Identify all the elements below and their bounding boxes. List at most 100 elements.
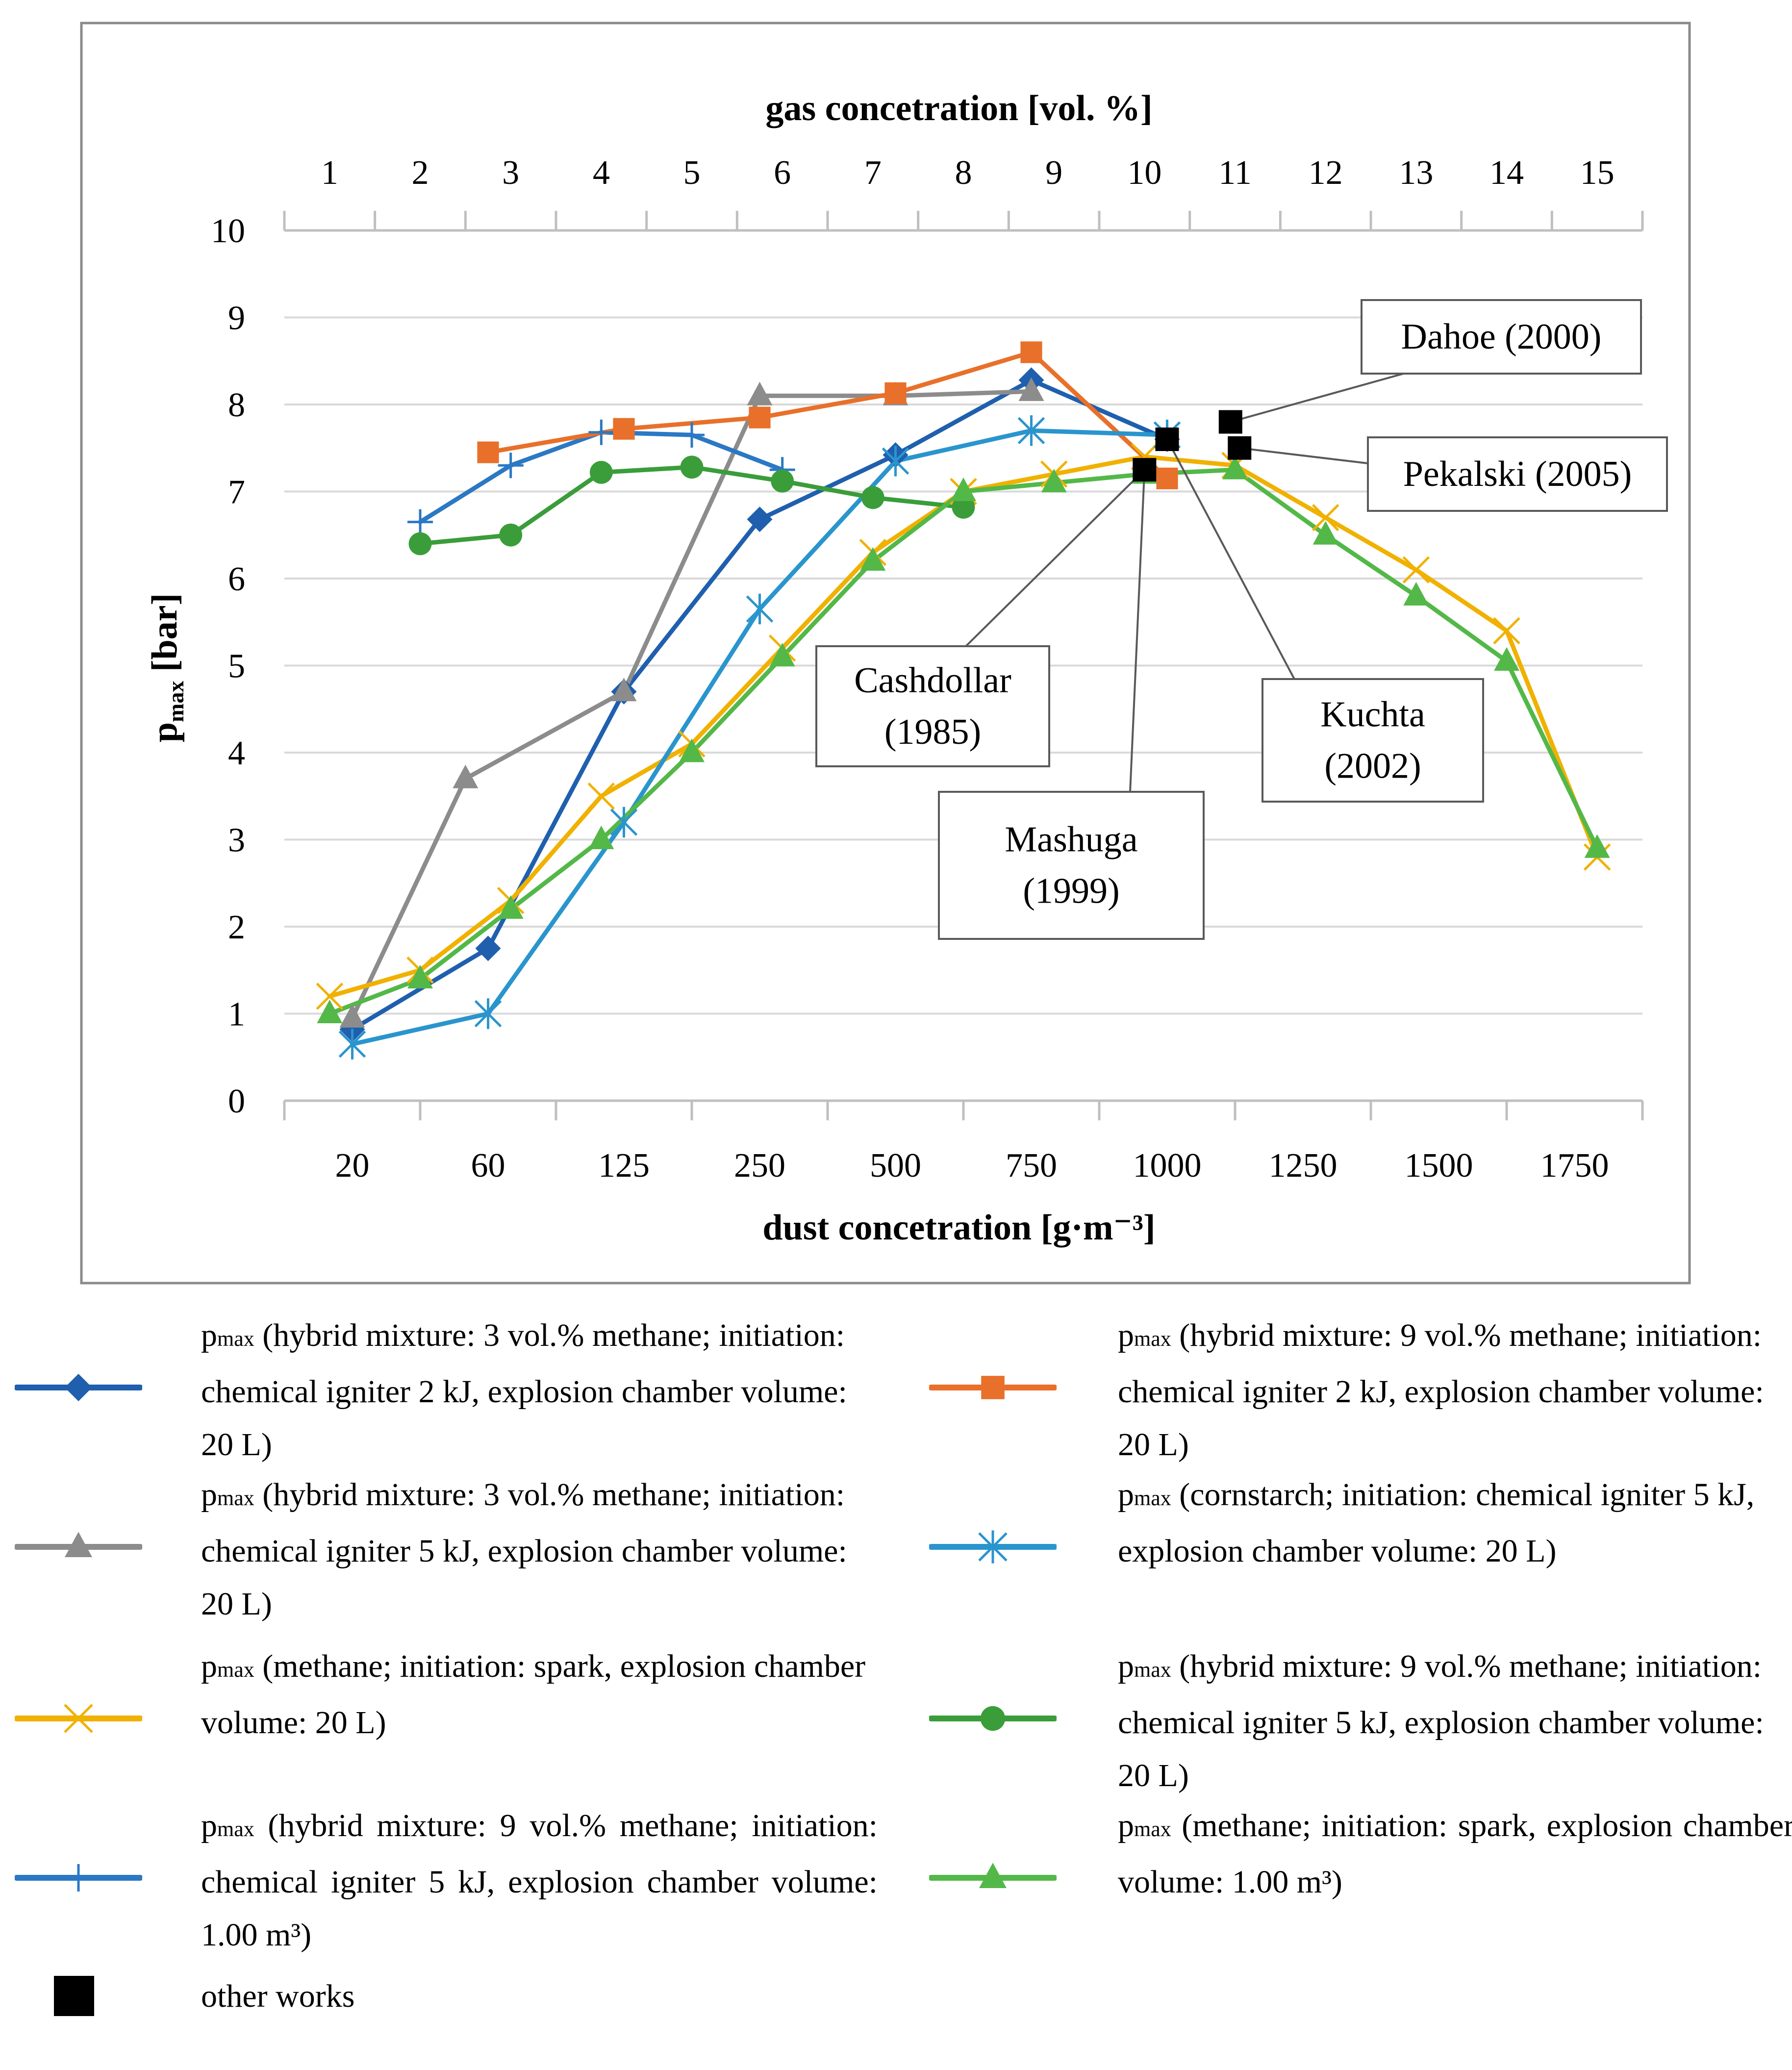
data-point-s2 — [1018, 377, 1044, 401]
legend-marker-s5 — [981, 1376, 1005, 1399]
legend-label-s8: pmax (methane; initiation: spark, explos… — [1118, 1799, 1792, 1909]
y-axis-title-rest: [bar] — [145, 593, 185, 681]
data-point-s4 — [407, 509, 433, 535]
y-axis-title-p: p — [145, 722, 185, 742]
legend-label-p: p — [201, 1648, 217, 1684]
data-point-s6 — [338, 1029, 366, 1060]
legend-swatch-s6 — [928, 1527, 1058, 1566]
legend-label-text: (hybrid mixture: 9 vol.% methane; initia… — [201, 1808, 878, 1953]
y-tick-label: 3 — [228, 822, 245, 859]
bottom-tick-label: 750 — [1006, 1147, 1057, 1185]
top-tick-label: 14 — [1489, 154, 1524, 192]
leader-line-dahoe — [1230, 372, 1408, 423]
legend: pmax (hybrid mixture: 3 vol.% methane; i… — [0, 1294, 1792, 2070]
annotation-label-dahoe: Dahoe (2000) — [1401, 317, 1602, 357]
annotation-box-mashuga — [938, 791, 1205, 940]
y-axis-title: pmax [bar] — [145, 593, 188, 742]
data-point-s3 — [1312, 504, 1339, 531]
y-tick-label: 0 — [228, 1083, 245, 1120]
annotation-box-cashdollar — [815, 645, 1050, 767]
legend-label-s1: pmax (hybrid mixture: 3 vol.% methane; i… — [201, 1309, 878, 1471]
bottom-tick-label: 1750 — [1540, 1147, 1609, 1185]
top-tick-label: 4 — [593, 154, 610, 192]
legend-swatch-other-works — [54, 1976, 94, 2016]
legend-label-sub: max — [217, 1486, 254, 1510]
legend-marker-s6 — [978, 1530, 1008, 1564]
top-tick-label: 9 — [1045, 154, 1062, 192]
y-tick-label: 2 — [228, 909, 245, 946]
data-point-s8 — [1222, 455, 1248, 480]
data-point-s1 — [475, 935, 501, 961]
top-tick-label: 7 — [864, 154, 882, 192]
annotation-label-kuchta: Kuchta — [1320, 695, 1425, 735]
data-point-s1 — [747, 506, 773, 532]
top-tick-label: 8 — [955, 154, 972, 192]
legend-swatch-s3 — [14, 1699, 143, 1738]
data-point-s3 — [1493, 617, 1520, 645]
legend-marker-s8 — [979, 1863, 1007, 1888]
top-tick-label: 10 — [1127, 154, 1161, 192]
data-point-s7 — [771, 469, 794, 493]
data-point-s8 — [769, 643, 795, 667]
annotation-label-pekalski: Pekalski (2005) — [1403, 454, 1632, 494]
y-tick-label: 8 — [228, 386, 245, 424]
legend-swatch-s4 — [14, 1858, 143, 1897]
top-axis-title: gas concetration [vol. %] — [765, 88, 1152, 128]
top-tick-label: 6 — [774, 154, 791, 192]
annotation-label-cashdollar: (1985) — [884, 712, 981, 752]
legend-label-sub: max — [217, 1817, 254, 1841]
data-point-s5 — [613, 418, 635, 440]
top-tick-label: 1 — [321, 154, 338, 192]
legend-label-text: (hybrid mixture: 3 vol.% methane; initia… — [201, 1477, 847, 1622]
legend-label-s4: pmax (hybrid mixture: 9 vol.% methane; i… — [201, 1799, 878, 1962]
data-point-s7 — [408, 532, 432, 555]
data-point-s2 — [611, 678, 637, 702]
data-point-s5 — [884, 382, 907, 404]
legend-marker-s2 — [65, 1532, 92, 1557]
legend-label-sub: max — [1134, 1817, 1171, 1841]
data-point-s6 — [882, 446, 909, 477]
series-line-s2 — [350, 389, 1034, 1020]
data-point-s5 — [477, 441, 499, 463]
data-point-s8 — [1584, 834, 1610, 858]
top-tick-label: 13 — [1399, 154, 1433, 192]
legend-label-text: (cornstarch; initiation: chemical ignite… — [1118, 1477, 1755, 1569]
other-work-point — [1218, 410, 1242, 434]
y-tick-label: 6 — [228, 560, 245, 598]
legend-label-sub: max — [217, 1658, 254, 1682]
bottom-tick-label: 250 — [734, 1147, 785, 1185]
legend-label-p: p — [1118, 1808, 1134, 1843]
y-tick-label: 9 — [228, 300, 245, 337]
annotation-label-mashuga: Mashuga — [1005, 820, 1137, 860]
leader-line-mashuga — [1129, 470, 1146, 792]
data-point-s8 — [407, 964, 433, 988]
data-point-s8 — [588, 825, 614, 849]
leader-line-cashdollar — [965, 469, 1145, 647]
legend-label-p: p — [1118, 1317, 1134, 1353]
data-point-s5 — [749, 406, 771, 429]
data-point-s8 — [951, 477, 976, 501]
y-tick-label: 1 — [228, 996, 245, 1034]
legend-swatch-s1 — [14, 1368, 143, 1407]
legend-label-text: (methane; initiation: spark, explosion c… — [201, 1648, 866, 1741]
y-tick-label: 5 — [228, 648, 245, 685]
legend-label-s2: pmax (hybrid mixture: 3 vol.% methane; i… — [201, 1468, 878, 1631]
data-point-s5 — [1020, 341, 1042, 363]
legend-label-sub: max — [1134, 1327, 1171, 1351]
data-point-s8 — [1403, 581, 1429, 606]
legend-label-sub: max — [1134, 1658, 1171, 1682]
bottom-tick-label: 60 — [471, 1147, 505, 1185]
bottom-tick-label: 1000 — [1133, 1147, 1202, 1185]
data-point-s2 — [747, 381, 773, 405]
data-point-s2 — [453, 764, 479, 788]
annotation-box-dahoe — [1361, 299, 1642, 375]
data-point-s7 — [861, 486, 884, 509]
data-point-s2 — [339, 1004, 365, 1028]
data-point-s4 — [498, 453, 524, 479]
data-point-s7 — [589, 461, 613, 484]
y-tick-label: 4 — [228, 734, 245, 772]
other-work-point — [1228, 436, 1252, 460]
data-point-s6 — [1017, 415, 1045, 446]
data-point-s8 — [317, 999, 343, 1023]
legend-label-other-works: other works — [201, 1978, 355, 2014]
